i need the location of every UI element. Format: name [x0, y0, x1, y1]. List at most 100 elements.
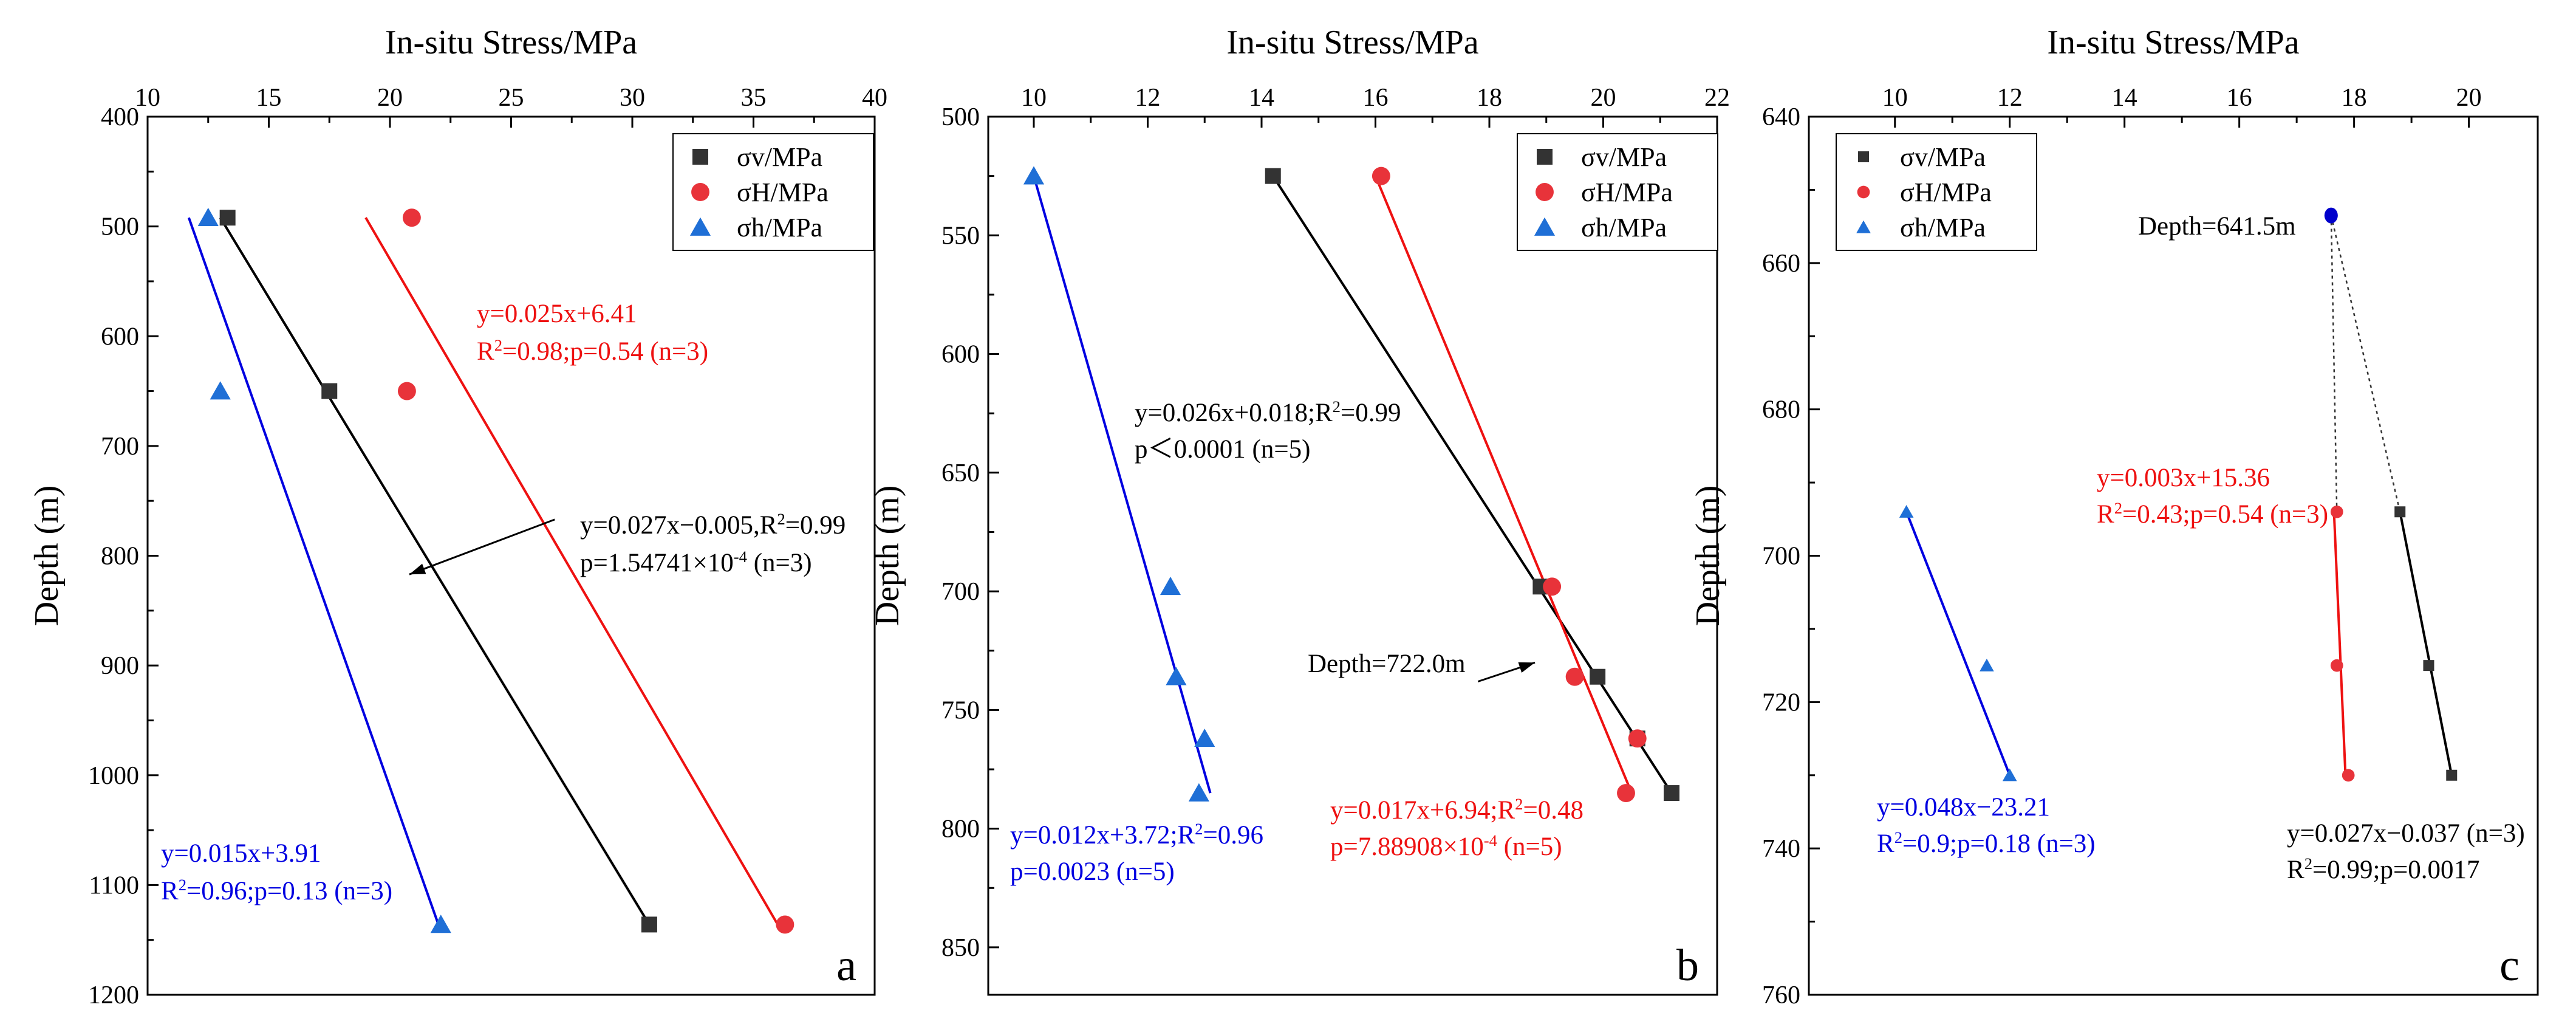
fit-line-sH	[364, 217, 779, 926]
y-tick-label: 800	[101, 543, 139, 571]
x-axis-title: In-situ Stress/MPa	[1226, 24, 1478, 61]
marker-sh	[197, 207, 219, 226]
text-run: y=0.015x+3.91	[161, 839, 321, 868]
marker-sH	[1543, 577, 1562, 596]
marker-sH	[1372, 167, 1390, 185]
text-run: p=1.54741×10	[580, 549, 734, 577]
text-run: y=0.027x−0.005,R	[580, 511, 777, 540]
annotation-fit_sH: y=0.017x+6.94;R2=0.48	[1330, 795, 1584, 825]
annotation-fit_sh: y=0.015x+3.91	[161, 839, 321, 868]
text-run: (n=3)	[747, 549, 812, 577]
y-tick-label: 680	[1762, 396, 1800, 424]
marker-sH	[1628, 729, 1647, 748]
y-tick-label: 500	[941, 103, 980, 131]
fit-line-sH	[2332, 512, 2347, 775]
y-tick-label: 640	[1762, 103, 1800, 131]
panel-label: b	[1676, 941, 1699, 991]
x-tick-label: 20	[1591, 84, 1616, 112]
annotation-fit_sH: R2=0.43;p=0.54 (n=3)	[2097, 499, 2328, 529]
legend-label-sv: σv/MPa	[737, 142, 822, 172]
x-tick-label: 16	[2227, 84, 2252, 112]
x-tick-label: 35	[741, 84, 767, 112]
x-tick-label: 18	[1477, 84, 1502, 112]
intersection-point	[2324, 207, 2338, 224]
legend-marker-sv	[1858, 151, 1869, 162]
marker-sH	[397, 382, 416, 400]
x-tick-label: 16	[1363, 84, 1389, 112]
x-tick-label: 18	[2342, 84, 2367, 112]
x-tick-label: 20	[377, 84, 403, 112]
superscript: 2	[2114, 499, 2122, 517]
y-tick-label: 900	[101, 652, 139, 680]
text-run: R	[1877, 829, 1894, 858]
superscript: 2	[1195, 820, 1203, 838]
annotation-fit_sH: R2=0.98;p=0.54 (n=3)	[477, 336, 708, 366]
legend-marker-sH	[1536, 183, 1554, 201]
marker-sH	[1617, 784, 1635, 802]
x-tick-label: 40	[862, 84, 887, 112]
marker-sh	[1160, 577, 1181, 596]
fit-line-sH	[1374, 175, 1633, 794]
text-run: (n=5)	[1497, 833, 1562, 861]
x-tick-label: 14	[1249, 84, 1274, 112]
superscript: -4	[1484, 831, 1497, 850]
y-axis-title: Depth (m)	[1689, 486, 1727, 627]
annotation-fit_sv: y=0.027x−0.037 (n=3)	[2287, 819, 2525, 848]
panel-label: c	[2499, 941, 2520, 991]
y-tick-label: 740	[1762, 835, 1800, 863]
marker-sh	[1899, 505, 1914, 518]
legend-marker-sh	[1856, 220, 1871, 233]
annotation-fit_sv: R2=0.99;p=0.0017	[2287, 854, 2479, 884]
legend-marker-sv	[1537, 149, 1553, 165]
legend-label-sH: σH/MPa	[1581, 177, 1673, 207]
x-tick-label: 12	[1997, 84, 2023, 112]
marker-sv	[2394, 506, 2406, 518]
legend-label-sH: σH/MPa	[1900, 177, 1992, 207]
marker-sh	[210, 381, 231, 400]
x-tick-label: 22	[1704, 84, 1730, 112]
marker-sv	[219, 210, 236, 226]
text-run: y=0.003x+15.36	[2097, 464, 2270, 492]
text-run: =0.43;p=0.54 (n=3)	[2122, 500, 2328, 529]
text-run: Depth=722.0m	[1308, 650, 1466, 678]
x-axis-title: In-situ Stress/MPa	[385, 24, 637, 61]
marker-sH	[402, 208, 421, 227]
superscript: 2	[2304, 854, 2312, 873]
arrow-head	[409, 563, 426, 575]
guide-line	[2330, 215, 2338, 512]
panel-c: 10 12 14 16 18 20 640 660 680 700 720 740 760 In-situ…	[1689, 24, 2539, 1009]
y-axis-title: Depth (m)	[869, 486, 906, 627]
text-run: R	[2287, 856, 2304, 884]
x-tick-label: 10	[135, 84, 160, 112]
y-tick-label: 700	[1762, 543, 1800, 571]
y-tick-label: 850	[941, 934, 980, 962]
y-tick-label: 500	[101, 213, 139, 241]
legend-marker-sH	[691, 183, 709, 201]
x-tick-label: 10	[1882, 84, 1908, 112]
annotation-fit_sh: R2=0.96;p=0.13 (n=3)	[161, 876, 392, 905]
fit-line-sh	[1033, 176, 1212, 794]
y-tick-label: 1100	[89, 871, 139, 899]
text-run: =0.96;p=0.13 (n=3)	[186, 877, 392, 905]
text-run: p＜0.0001 (n=5)	[1135, 435, 1310, 464]
y-tick-label: 660	[1762, 250, 1800, 278]
marker-sh	[1194, 728, 1215, 747]
text-run: =0.99;p=0.0017	[2312, 856, 2479, 884]
text-run: y=0.025x+6.41	[477, 300, 637, 328]
y-tick-label: 600	[101, 323, 139, 351]
marker-sv	[1664, 785, 1679, 802]
marker-sH	[1565, 667, 1584, 686]
text-run: y=0.026x+0.018;R	[1135, 399, 1333, 427]
superscript: 2	[777, 510, 785, 528]
marker-sh	[1166, 667, 1187, 685]
legend-marker-sH	[1857, 185, 1870, 199]
panel-a: 10 15 20 25 30 35 40 400 500 600 700 800 900 1000 1100…	[28, 24, 887, 1009]
marker-sv	[321, 383, 338, 399]
y-tick-label: 650	[941, 459, 980, 487]
text-run: =0.9;p=0.18 (n=3)	[1902, 829, 2096, 858]
text-run: y=0.027x−0.037 (n=3)	[2287, 819, 2525, 848]
guide-line	[2330, 215, 2401, 512]
x-tick-label: 30	[620, 84, 645, 112]
text-run: R	[477, 337, 494, 366]
